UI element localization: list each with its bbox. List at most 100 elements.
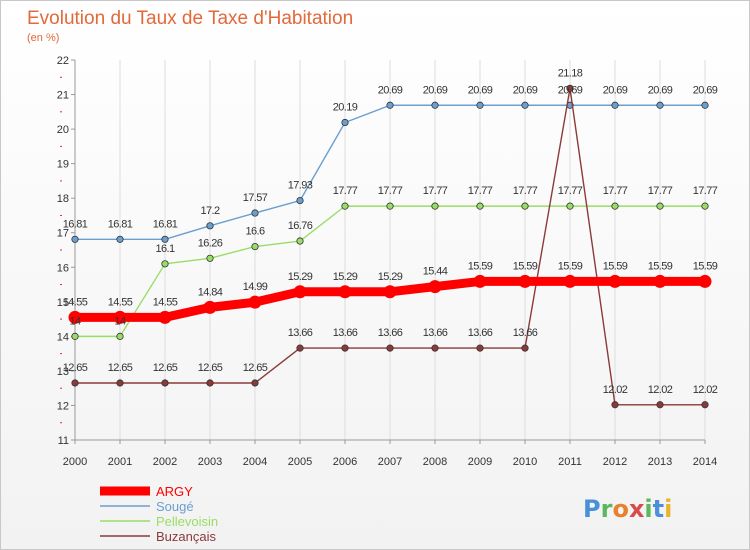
data-label: 12.02 — [693, 384, 718, 396]
data-label: 17.57 — [243, 192, 268, 204]
data-point — [203, 300, 217, 314]
x-tick-label: 2010 — [513, 456, 537, 468]
data-label: 17.77 — [693, 185, 718, 197]
data-point — [251, 209, 259, 217]
data-label: 16.26 — [198, 237, 223, 249]
data-label: 12.65 — [108, 362, 133, 374]
chart-title: Evolution du Taux de Taxe d'Habitation — [27, 8, 353, 29]
data-label: 17.77 — [423, 185, 448, 197]
data-point — [698, 274, 712, 288]
data-point — [251, 242, 259, 251]
data-label: 14.84 — [198, 286, 223, 298]
data-point — [701, 101, 709, 109]
data-point — [296, 197, 304, 205]
legend-label: Pellevoisin — [156, 514, 218, 529]
data-point — [386, 344, 394, 352]
data-point — [476, 202, 484, 210]
data-label: 16.81 — [153, 218, 178, 230]
data-point — [473, 274, 487, 288]
data-label: 17.77 — [603, 185, 628, 197]
data-point — [566, 202, 574, 210]
data-point — [563, 274, 577, 288]
data-point — [518, 274, 532, 288]
data-label: 14.55 — [153, 296, 178, 308]
data-label: 20.69 — [558, 84, 583, 96]
data-point — [566, 84, 574, 92]
x-tick-label: 2003 — [198, 456, 222, 468]
logo-letter: o — [612, 495, 629, 523]
logo-letter: x — [629, 495, 645, 523]
y-tick-label: 19 — [57, 159, 69, 171]
data-point — [251, 379, 259, 387]
data-label: 20.69 — [603, 84, 628, 96]
data-label: 14.55 — [108, 296, 133, 308]
y-tick-label: 17 — [57, 228, 69, 240]
data-label: 13.66 — [423, 327, 448, 339]
data-label: 15.29 — [288, 271, 313, 283]
logo-letter: r — [601, 495, 613, 523]
x-tick-label: 2005 — [288, 456, 312, 468]
legend-label: Sougé — [156, 499, 194, 514]
y-tick-label: 11 — [58, 435, 69, 447]
data-point — [338, 285, 352, 299]
data-label: 17.2 — [200, 205, 219, 217]
data-label: 15.59 — [558, 260, 583, 272]
data-point — [431, 202, 439, 210]
data-point — [341, 202, 349, 210]
data-label: 15.29 — [333, 271, 358, 283]
data-point — [653, 274, 667, 288]
y-tick-label: 14 — [57, 331, 69, 343]
data-point — [71, 235, 79, 243]
y-tick-label: 18 — [57, 193, 69, 205]
x-tick-label: 2001 — [108, 456, 132, 468]
data-point — [116, 235, 124, 243]
data-point — [341, 344, 349, 352]
data-point — [296, 344, 304, 352]
y-tick-label: 15 — [57, 297, 69, 309]
data-point — [386, 101, 394, 109]
chart-subtitle: (en %) — [27, 32, 59, 44]
data-label: 15.59 — [513, 260, 538, 272]
data-label: 12.65 — [63, 362, 88, 374]
data-point — [611, 401, 619, 409]
data-point — [293, 285, 307, 299]
data-point — [383, 285, 397, 299]
data-label: 12.65 — [153, 362, 178, 374]
y-tick-label: 21 — [57, 90, 69, 102]
legend-label: Buzançais — [156, 529, 216, 544]
data-point — [701, 401, 709, 409]
data-point — [476, 344, 484, 352]
data-label: 16.76 — [288, 220, 313, 232]
data-point — [206, 222, 214, 230]
data-label: 15.29 — [378, 271, 403, 283]
data-label: 15.44 — [423, 266, 448, 278]
data-point — [431, 344, 439, 352]
data-point — [71, 379, 79, 387]
data-label: 20.69 — [513, 84, 538, 96]
data-label: 12.02 — [648, 384, 673, 396]
data-label: 17.77 — [513, 185, 538, 197]
data-point — [71, 332, 79, 340]
data-label: 14.55 — [63, 296, 88, 308]
x-tick-label: 2007 — [378, 456, 402, 468]
data-label: 16.1 — [155, 243, 174, 255]
data-point — [521, 344, 529, 352]
data-labels: 14.55 14.55 14.55 14.84 14.99 15.29 15.29 15.29… — [63, 67, 719, 396]
x-tick-label: 2012 — [603, 456, 627, 468]
data-label: 13.66 — [333, 327, 358, 339]
data-label: 14 — [114, 315, 126, 327]
logo-text: Proxiti — [583, 495, 672, 523]
data-label: 16.81 — [63, 218, 88, 230]
data-point — [656, 101, 664, 109]
data-label: 20.69 — [648, 84, 673, 96]
x-tick-label: 2011 — [558, 456, 582, 468]
data-label: 12.65 — [243, 362, 268, 374]
data-point — [521, 202, 529, 210]
series-layer — [68, 84, 712, 409]
data-point — [386, 202, 394, 210]
data-point — [158, 310, 172, 324]
